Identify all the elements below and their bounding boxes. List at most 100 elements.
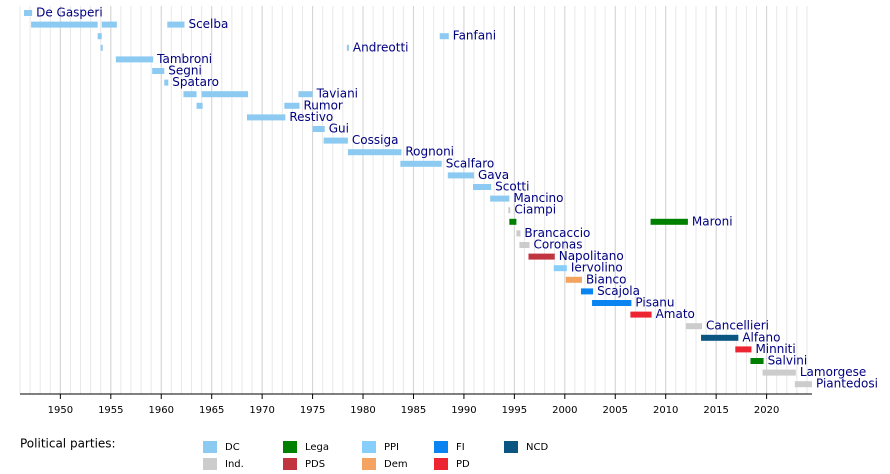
minister-label: Restivo bbox=[289, 110, 333, 124]
legend-label: Ind. bbox=[225, 459, 244, 470]
minister-label: Iervolino bbox=[571, 261, 623, 275]
term-bar bbox=[164, 79, 169, 86]
minister-label: Cossiga bbox=[352, 133, 399, 147]
minister-label: Scotti bbox=[495, 180, 529, 194]
legend-swatch bbox=[203, 458, 217, 470]
term-bar bbox=[473, 184, 492, 190]
term-bar bbox=[183, 91, 197, 98]
minister-label: Gava bbox=[478, 168, 509, 182]
legend-swatch bbox=[434, 441, 448, 453]
term-bar bbox=[630, 311, 652, 318]
minister-label: Coronas bbox=[534, 238, 583, 252]
legend-swatch bbox=[504, 441, 518, 453]
legend-label: PDS bbox=[305, 459, 325, 470]
minister-label: Lamorgese bbox=[800, 365, 866, 379]
term-bar bbox=[508, 207, 511, 214]
term-bar bbox=[528, 253, 555, 260]
minister-label: Segni bbox=[168, 64, 202, 78]
legend-title: Political parties: bbox=[20, 437, 116, 451]
term-bar bbox=[31, 21, 98, 28]
term-bar bbox=[762, 369, 796, 376]
legend-label: FI bbox=[456, 442, 465, 453]
x-tick-label: 1995 bbox=[502, 405, 527, 416]
term-bar bbox=[580, 288, 594, 295]
x-tick-label: 2000 bbox=[552, 405, 577, 416]
term-bar bbox=[167, 21, 185, 28]
x-tick-label: 1955 bbox=[98, 405, 123, 416]
term-bar bbox=[97, 33, 102, 40]
term-bar bbox=[701, 334, 739, 341]
x-tick-label: 2005 bbox=[603, 405, 628, 416]
x-tick-label: 1950 bbox=[48, 405, 73, 416]
grid bbox=[19, 6, 808, 394]
minister-label: Brancaccio bbox=[524, 226, 590, 240]
term-bar bbox=[201, 91, 249, 98]
minister-label: Amato bbox=[656, 307, 695, 321]
minister-label: Fanfani bbox=[453, 29, 496, 43]
minister-label: Napolitano bbox=[559, 249, 624, 263]
legend-label: PPI bbox=[384, 442, 399, 453]
term-bar bbox=[247, 114, 286, 121]
x-tick-label: 1990 bbox=[451, 405, 476, 416]
term-bar bbox=[490, 195, 510, 202]
minister-label: Taviani bbox=[316, 87, 358, 101]
minister-label: Scajola bbox=[597, 284, 640, 298]
legend-label: NCD bbox=[526, 442, 548, 453]
term-bar bbox=[794, 381, 812, 388]
term-bar bbox=[196, 102, 203, 109]
term-bar bbox=[439, 33, 449, 40]
term-bar bbox=[516, 230, 521, 237]
term-bar bbox=[101, 21, 117, 28]
term-bar bbox=[565, 276, 582, 283]
legend-label: Dem bbox=[384, 459, 408, 470]
term-bar bbox=[323, 137, 348, 144]
term-bar bbox=[284, 102, 300, 109]
legend-swatch bbox=[362, 458, 376, 470]
x-tick-label: 1960 bbox=[149, 405, 174, 416]
term-bar bbox=[24, 10, 33, 16]
term-bar bbox=[346, 44, 349, 51]
term-bar bbox=[509, 218, 517, 225]
minister-label: Salvini bbox=[768, 354, 808, 368]
term-bar bbox=[100, 44, 103, 51]
term-bar bbox=[115, 56, 154, 63]
term-bar bbox=[400, 160, 442, 167]
minister-label: Scalfaro bbox=[446, 156, 495, 170]
term-bar bbox=[519, 242, 530, 248]
term-bar bbox=[312, 126, 325, 132]
term-bar bbox=[298, 91, 313, 98]
x-tick-label: 1965 bbox=[199, 405, 224, 416]
term-bar bbox=[735, 346, 752, 353]
x-tick-label: 1970 bbox=[249, 405, 274, 416]
x-tick-label: 2020 bbox=[754, 405, 779, 416]
minister-label: Rumor bbox=[303, 98, 342, 112]
minister-label: Maroni bbox=[692, 214, 733, 228]
legend-swatch bbox=[362, 441, 376, 453]
legend-swatch bbox=[283, 458, 297, 470]
x-tick-label: 1985 bbox=[401, 405, 426, 416]
term-bar bbox=[347, 149, 402, 156]
minister-label: Gui bbox=[329, 122, 349, 136]
term-bar bbox=[650, 218, 688, 225]
minister-label: Mancino bbox=[513, 191, 563, 205]
minister-label: Spataro bbox=[172, 75, 219, 89]
minister-label: Tambroni bbox=[156, 52, 212, 66]
legend-swatch bbox=[434, 458, 448, 470]
x-tick-label: 2015 bbox=[703, 405, 728, 416]
minister-label: Ciampi bbox=[514, 203, 556, 217]
term-bar bbox=[447, 172, 475, 179]
minister-label: Pisanu bbox=[635, 296, 674, 310]
minister-label: Scelba bbox=[188, 17, 228, 31]
term-bar bbox=[592, 300, 632, 306]
legend-label: DC bbox=[225, 442, 240, 453]
x-tick-label: 1980 bbox=[350, 405, 375, 416]
legend-swatch bbox=[283, 441, 297, 453]
legend-label: Lega bbox=[305, 442, 329, 453]
legend-swatch bbox=[203, 441, 217, 453]
minister-label: De Gasperi bbox=[36, 6, 103, 20]
minister-label: Cancellieri bbox=[706, 319, 769, 333]
minister-label: Rognoni bbox=[405, 145, 454, 159]
minister-label: Bianco bbox=[586, 272, 626, 286]
